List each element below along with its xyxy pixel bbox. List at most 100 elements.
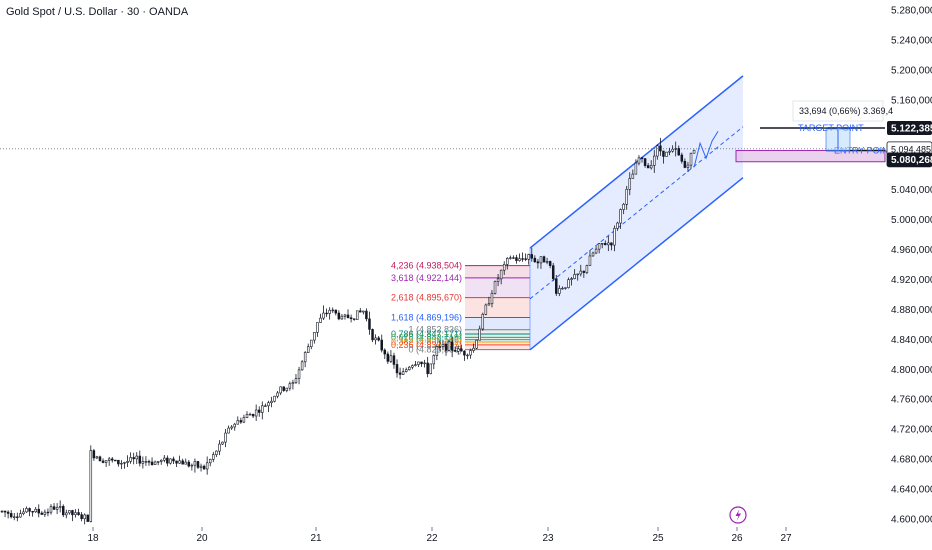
candle-body xyxy=(34,508,37,513)
y-tick-label: 5.240,000 xyxy=(891,35,932,46)
candle-body xyxy=(83,514,86,520)
candle-body xyxy=(457,348,460,352)
candle-body xyxy=(398,372,402,375)
candle-body xyxy=(591,252,595,257)
candle-body xyxy=(190,464,194,467)
x-tick-label: 23 xyxy=(542,533,554,544)
candle-body xyxy=(527,254,530,260)
candle-body xyxy=(558,288,561,294)
candle-body xyxy=(585,265,589,273)
fib-level-label: 0,618 (4.842,719) xyxy=(391,332,462,342)
candle-body xyxy=(545,261,549,263)
candle-body xyxy=(643,158,647,166)
candle-body xyxy=(25,508,28,513)
candle-body xyxy=(172,458,175,462)
candle-body xyxy=(156,461,160,463)
candle-body xyxy=(340,315,344,320)
candle-body xyxy=(291,382,295,385)
y-tick-label: 4.920,000 xyxy=(891,275,932,286)
candle-body xyxy=(570,278,573,280)
channel-upper-line[interactable] xyxy=(529,75,744,249)
candle-body xyxy=(123,462,126,464)
candle-body xyxy=(628,178,632,190)
candle-body xyxy=(371,329,374,341)
candle-body xyxy=(362,310,365,313)
candle-body xyxy=(429,363,432,375)
current-price-pill: 5.094,485 xyxy=(891,144,931,154)
candle-body xyxy=(432,355,436,365)
candle-body xyxy=(117,459,120,465)
candle-body xyxy=(86,514,89,522)
candle-body xyxy=(55,506,59,510)
candle-body xyxy=(334,309,338,314)
y-tick-label: 5.280,000 xyxy=(891,6,932,17)
candle-body xyxy=(481,313,485,330)
candle-body xyxy=(555,278,558,294)
candle-body xyxy=(506,258,509,265)
fib-band xyxy=(465,317,530,330)
measure-label: 33,694 (0,66%) 3.369,4 xyxy=(799,106,893,116)
candle-body xyxy=(264,405,267,407)
candle-body xyxy=(288,383,292,389)
candle-body xyxy=(22,511,25,514)
regression-channel xyxy=(529,75,744,351)
candle-body xyxy=(98,456,102,462)
candle-body xyxy=(441,343,445,347)
target-price-pill: 5.122,385 xyxy=(891,123,932,134)
candle-body xyxy=(349,317,353,320)
entry-zone-box[interactable] xyxy=(735,150,886,163)
candle-body xyxy=(230,426,233,429)
candle-body xyxy=(325,312,328,315)
candle-body xyxy=(408,366,411,371)
candle-body xyxy=(251,413,255,417)
fib-level-label: 1,618 (4.869,196) xyxy=(391,312,462,322)
candle-body xyxy=(469,350,472,356)
projection-path[interactable] xyxy=(693,130,719,168)
candle-body xyxy=(3,510,7,513)
target-price-pill-bg xyxy=(887,120,932,135)
candle-body xyxy=(493,281,497,294)
candle-body xyxy=(343,314,347,317)
candle-body xyxy=(61,506,65,516)
candle-body xyxy=(509,257,512,259)
fib-level-label: 0,786 (4.847,171) xyxy=(391,329,462,339)
fib-band xyxy=(465,333,530,338)
candle-body xyxy=(460,348,463,352)
candle-body xyxy=(392,355,396,365)
fibonacci-extension: 4,236 (4.938,504) 3,618 (4.922,144) 2,618 … xyxy=(391,261,530,355)
candle-body xyxy=(193,461,197,466)
channel-lower-line[interactable] xyxy=(529,177,744,351)
candle-body xyxy=(212,454,215,460)
candle-body xyxy=(9,513,13,518)
fib-band xyxy=(465,297,530,318)
candle-body xyxy=(386,353,390,362)
candle-body xyxy=(346,314,350,319)
candle-body xyxy=(187,461,191,467)
entry-point-label: ENTRY POINT xyxy=(834,146,895,156)
candle-body xyxy=(169,458,172,464)
candle-body xyxy=(239,420,243,423)
candle-body xyxy=(68,510,71,514)
candle-body xyxy=(224,432,227,443)
candle-body xyxy=(129,457,132,462)
candle-body xyxy=(564,287,567,289)
candle-body xyxy=(178,460,181,464)
fib-band xyxy=(465,265,530,278)
candle-body xyxy=(313,332,316,341)
fib-level-label: 2,618 (4.895,670) xyxy=(391,293,462,303)
candle-body xyxy=(444,343,448,351)
candle-body xyxy=(616,222,619,229)
candle-body xyxy=(594,248,598,254)
candle-body xyxy=(331,309,334,312)
candle-body xyxy=(215,450,218,455)
lightning-icon[interactable] xyxy=(729,506,747,524)
measure-box-label-bg xyxy=(792,100,884,122)
candle-body xyxy=(677,148,681,156)
candle-body xyxy=(653,155,656,166)
x-tick-label: 18 xyxy=(87,533,99,544)
candle-body xyxy=(435,346,439,356)
x-tick-label: 22 xyxy=(426,533,438,544)
candle-body xyxy=(622,203,625,210)
candle-body xyxy=(659,145,662,152)
